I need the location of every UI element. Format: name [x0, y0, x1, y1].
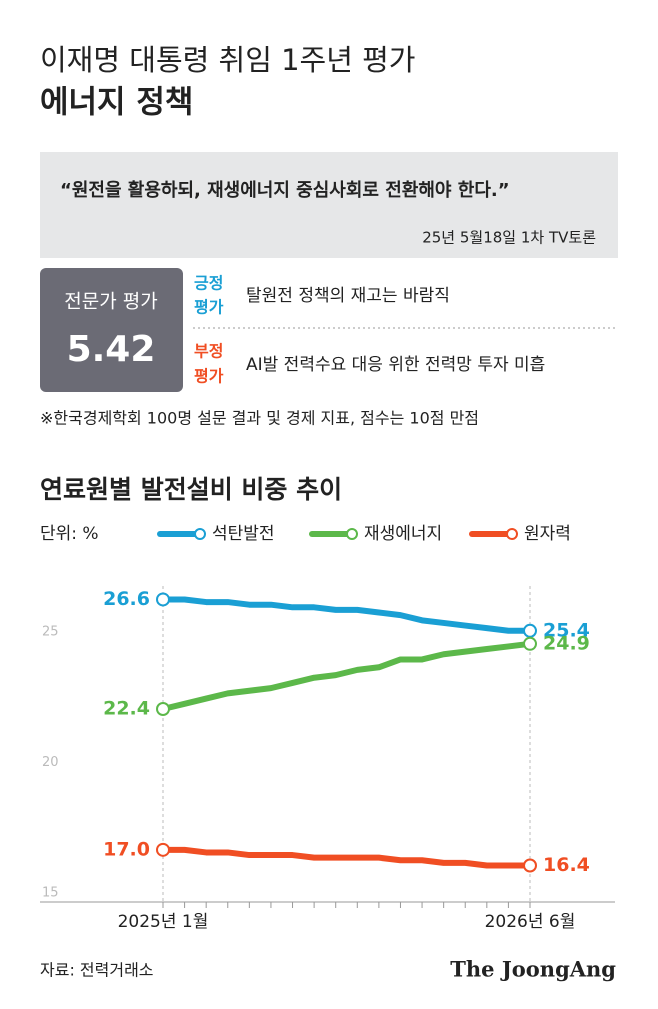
legend-label: 재생에너지: [364, 524, 442, 544]
quote-source: 25년 5월18일 1차 TV토론: [422, 229, 596, 247]
kicker: 이재명 대통령 취임 1주년 평가: [40, 43, 415, 77]
legend-marker: [346, 528, 358, 540]
y-tick-label: 15: [42, 886, 59, 901]
value-label: 16.4: [543, 854, 590, 876]
chart-title: 연료원별 발전설비 비중 추이: [40, 475, 342, 504]
legend-label: 원자력: [524, 524, 571, 544]
score-label: 전문가 평가: [64, 291, 157, 313]
point-marker: [523, 623, 537, 638]
note: ※한국경제학회 100명 설문 결과 및 경제 지표, 점수는 10점 만점: [40, 409, 479, 428]
y-tick-label: 20: [42, 755, 59, 770]
value-label: 22.4: [103, 698, 150, 720]
value-label: 24.9: [543, 632, 590, 654]
series-line: [160, 596, 533, 634]
negative-label: 평가: [194, 367, 224, 386]
negative-text: AI발 전력수요 대응 위한 전력망 투자 미흡: [246, 355, 545, 375]
series-line: [160, 640, 533, 713]
point-marker: [156, 842, 170, 857]
y-tick-label: 25: [42, 625, 59, 640]
quote-text: “원전을 활용하되, 재생에너지 중심사회로 전환해야 한다.”: [60, 179, 510, 201]
value-label: 26.6: [103, 588, 150, 610]
value-label: 25.4: [543, 619, 590, 641]
positive-label: 평가: [194, 298, 224, 317]
point-marker: [523, 858, 537, 873]
quote-box: [40, 152, 618, 258]
x-tick-label: 2025년 1월: [118, 912, 209, 932]
point-marker: [523, 636, 537, 651]
unit: 단위: %: [40, 524, 99, 544]
title: 에너지 정책: [40, 85, 193, 121]
score-box: [40, 268, 183, 392]
legend-marker: [506, 528, 518, 540]
value-label: 17.0: [103, 838, 150, 860]
positive-label: 긍정: [194, 274, 223, 293]
legend-label: 석탄발전: [212, 524, 275, 544]
series-line: [160, 846, 533, 869]
plot: 석탄발전 재생에너지 원자력 15 20 25 2025년 1월 2026년 6월 26.6 25…: [40, 524, 615, 932]
point-marker: [156, 702, 170, 717]
logo: The JoongAng: [450, 957, 616, 982]
negative-label: 부정: [194, 342, 223, 361]
positive-text: 탈원전 정책의 재고는 바람직: [246, 286, 450, 306]
point-marker: [156, 592, 170, 607]
source: 자료: 전력거래소: [40, 961, 154, 980]
legend-marker: [194, 528, 206, 540]
score-value: 5.42: [67, 329, 156, 370]
x-tick-label: 2026년 6월: [485, 912, 576, 932]
